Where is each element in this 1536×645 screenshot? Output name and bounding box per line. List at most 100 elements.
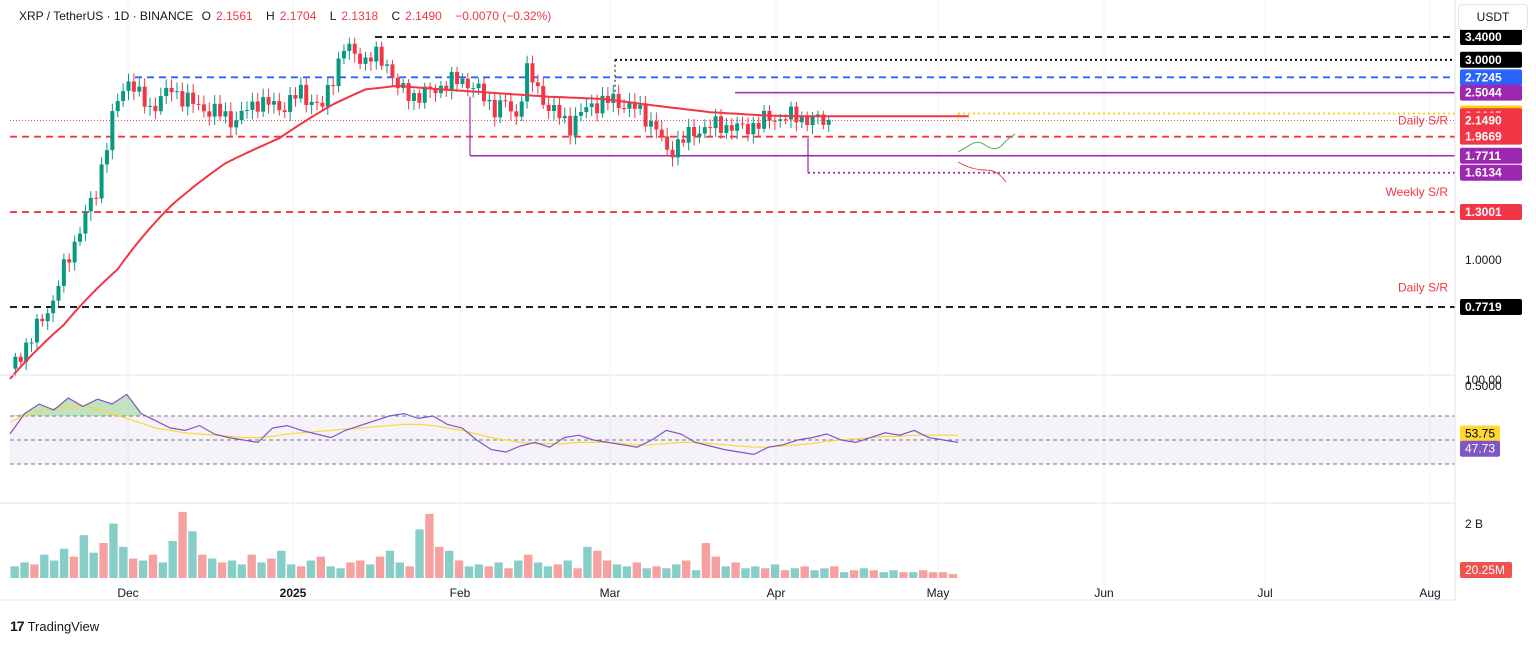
candle-body: [756, 123, 761, 129]
volume-tick-label: 2 B: [1465, 517, 1483, 531]
candle-body: [61, 259, 66, 286]
candle-body: [810, 115, 815, 126]
candle-body: [799, 115, 804, 123]
candle-body: [352, 43, 357, 54]
time-tick-label: Aug: [1419, 586, 1440, 600]
volume-bar: [30, 564, 39, 578]
candle-body: [34, 318, 39, 343]
candle-body: [315, 101, 320, 103]
candle-body: [255, 101, 260, 112]
currency-button[interactable]: USDT: [1458, 4, 1528, 30]
candle-body: [88, 197, 93, 212]
candle-body: [18, 356, 23, 362]
candle-body: [298, 84, 303, 99]
candle-body: [379, 46, 384, 66]
candle-body: [67, 259, 72, 263]
price-label-bg: [1460, 51, 1522, 68]
candle-body: [174, 91, 179, 93]
candle-body: [417, 93, 422, 103]
time-tick-label: Mar: [600, 586, 621, 600]
candle-body: [104, 150, 109, 165]
sma-50-line: [9, 84, 969, 380]
volume-bar: [287, 564, 296, 578]
candle-body: [578, 112, 583, 116]
price-label: 2.5044: [1465, 86, 1502, 100]
candle-body: [702, 127, 707, 134]
candle-body: [78, 233, 83, 242]
candle-body: [719, 116, 723, 133]
volume-bar: [869, 570, 878, 578]
candle-body: [675, 139, 680, 158]
candle-body: [347, 43, 352, 51]
volume-bar: [751, 566, 760, 578]
candle-body: [659, 129, 664, 137]
low-label: L: [329, 9, 337, 23]
candle-body: [368, 57, 373, 62]
volume-bar: [543, 566, 553, 578]
candle-body: [131, 81, 136, 92]
tradingview-logo-icon: 17: [10, 618, 25, 634]
volume-bar: [99, 543, 108, 578]
candle-body: [762, 110, 767, 129]
candle-body: [514, 111, 519, 117]
candle-body: [778, 119, 783, 121]
candle-body: [99, 164, 104, 199]
candle-body: [729, 125, 734, 131]
candle-body: [503, 100, 508, 102]
price-label-bg: [1460, 29, 1522, 45]
candle-body: [772, 120, 777, 122]
candle-body: [390, 64, 395, 78]
volume-label: 20.25M: [1465, 563, 1505, 577]
candle-body: [589, 103, 594, 108]
volume-bar: [158, 562, 167, 578]
candle-body: [29, 342, 34, 344]
volume-bar: [69, 556, 79, 578]
rsi-ma-label-bg: [1460, 425, 1500, 442]
volume-bar: [454, 560, 464, 578]
bearish-scenario-path: [957, 161, 1007, 183]
candle-body: [692, 126, 697, 137]
volume-bar: [89, 552, 98, 578]
candle-body: [282, 110, 287, 112]
candle-body: [670, 149, 675, 158]
volume-bar: [198, 554, 207, 578]
candle-body: [411, 93, 416, 101]
time-tick-label: 2025: [280, 586, 307, 600]
volume-bar: [889, 570, 898, 578]
volume-bar: [178, 511, 187, 578]
volume-bar: [810, 570, 819, 578]
volume-bar: [711, 556, 720, 578]
price-label-bg: [1460, 84, 1522, 101]
volume-bar: [780, 570, 790, 578]
time-tick-label: Apr: [767, 586, 786, 600]
rsi-ma-line: [9, 405, 958, 448]
volume-bar: [385, 550, 395, 578]
volume-bar: [306, 560, 316, 578]
candle-body: [341, 50, 346, 59]
price-label-bg: [1460, 147, 1522, 164]
candle-body: [363, 57, 368, 64]
tradingview-logo[interactable]: 17 TradingView: [10, 618, 99, 634]
high-label: H: [266, 9, 275, 23]
price-label: 1.6134: [1465, 166, 1502, 180]
candle-body: [126, 81, 131, 91]
candle-body: [121, 90, 126, 102]
price-axis: 1.00000.50003.40003.00002.72452.50442.23…: [1460, 29, 1522, 393]
candle-body: [293, 94, 298, 99]
price-label-bg: [1460, 299, 1522, 315]
volume-bar: [770, 564, 780, 578]
volume-bar: [652, 566, 661, 578]
candle-body: [487, 99, 492, 102]
bullish-scenario-path: [957, 133, 1016, 153]
price-levels: [10, 36, 1455, 308]
volume-bar: [40, 554, 49, 578]
candle-body: [309, 101, 314, 105]
candle-body: [137, 86, 142, 92]
price-label: 1.7711: [1465, 149, 1501, 163]
candle-body: [24, 342, 29, 362]
candle-body: [557, 104, 562, 119]
volume-bar: [583, 546, 592, 578]
candle-body: [218, 103, 223, 117]
